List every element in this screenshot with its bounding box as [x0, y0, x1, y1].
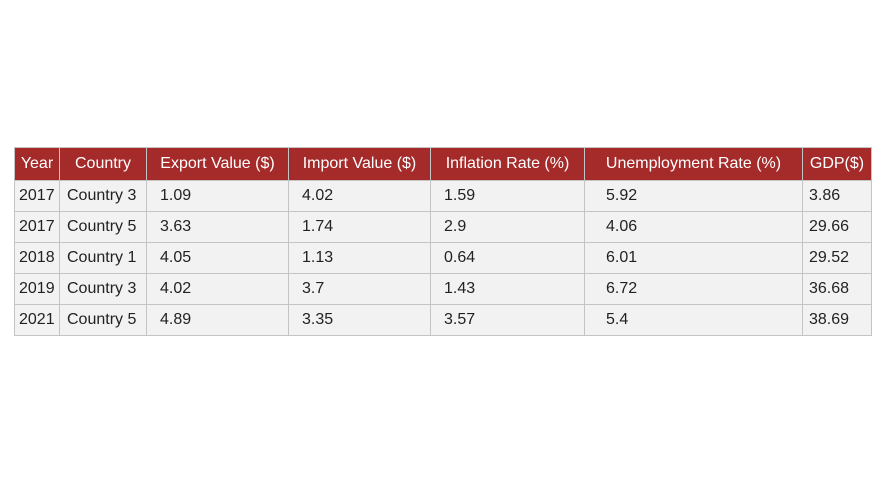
cell-import-value: 3.7	[288, 273, 431, 305]
cell-unemployment-rate: 5.4	[584, 304, 803, 336]
cell-inflation-rate: 1.43	[430, 273, 585, 305]
column-header-inflation-rate: Inflation Rate (%)	[430, 147, 585, 181]
cell-gdp: 29.52	[802, 242, 872, 274]
cell-year: 2018	[14, 242, 60, 274]
cell-unemployment-rate: 4.06	[584, 211, 803, 243]
column-header-country: Country	[59, 147, 147, 181]
table-row: 2017 Country 5 3.63 1.74 2.9 4.06 29.66	[14, 211, 872, 243]
cell-export-value: 4.05	[146, 242, 289, 274]
table-row: 2017 Country 3 1.09 4.02 1.59 5.92 3.86	[14, 180, 872, 212]
cell-import-value: 1.13	[288, 242, 431, 274]
cell-unemployment-rate: 6.01	[584, 242, 803, 274]
cell-unemployment-rate: 5.92	[584, 180, 803, 212]
column-header-import-value: Import Value ($)	[288, 147, 431, 181]
cell-country: Country 5	[59, 304, 147, 336]
cell-gdp: 3.86	[802, 180, 872, 212]
cell-gdp: 36.68	[802, 273, 872, 305]
cell-country: Country 3	[59, 273, 147, 305]
cell-export-value: 3.63	[146, 211, 289, 243]
column-header-year: Year	[14, 147, 60, 181]
cell-export-value: 4.89	[146, 304, 289, 336]
cell-export-value: 4.02	[146, 273, 289, 305]
data-table: Year Country Export Value ($) Import Val…	[14, 147, 872, 336]
cell-unemployment-rate: 6.72	[584, 273, 803, 305]
column-header-unemployment-rate: Unemployment Rate (%)	[584, 147, 803, 181]
cell-inflation-rate: 1.59	[430, 180, 585, 212]
column-header-export-value: Export Value ($)	[146, 147, 289, 181]
cell-import-value: 3.35	[288, 304, 431, 336]
data-table-container: Year Country Export Value ($) Import Val…	[14, 147, 872, 336]
cell-year: 2017	[14, 180, 60, 212]
table-row: 2021 Country 5 4.89 3.35 3.57 5.4 38.69	[14, 304, 872, 336]
cell-country: Country 5	[59, 211, 147, 243]
table-row: 2018 Country 1 4.05 1.13 0.64 6.01 29.52	[14, 242, 872, 274]
cell-year: 2019	[14, 273, 60, 305]
cell-inflation-rate: 0.64	[430, 242, 585, 274]
cell-gdp: 38.69	[802, 304, 872, 336]
cell-country: Country 1	[59, 242, 147, 274]
cell-import-value: 4.02	[288, 180, 431, 212]
cell-year: 2021	[14, 304, 60, 336]
cell-year: 2017	[14, 211, 60, 243]
header-row: Year Country Export Value ($) Import Val…	[14, 147, 872, 181]
column-header-gdp: GDP($)	[802, 147, 872, 181]
cell-import-value: 1.74	[288, 211, 431, 243]
cell-country: Country 3	[59, 180, 147, 212]
table-row: 2019 Country 3 4.02 3.7 1.43 6.72 36.68	[14, 273, 872, 305]
cell-gdp: 29.66	[802, 211, 872, 243]
cell-inflation-rate: 2.9	[430, 211, 585, 243]
cell-inflation-rate: 3.57	[430, 304, 585, 336]
cell-export-value: 1.09	[146, 180, 289, 212]
